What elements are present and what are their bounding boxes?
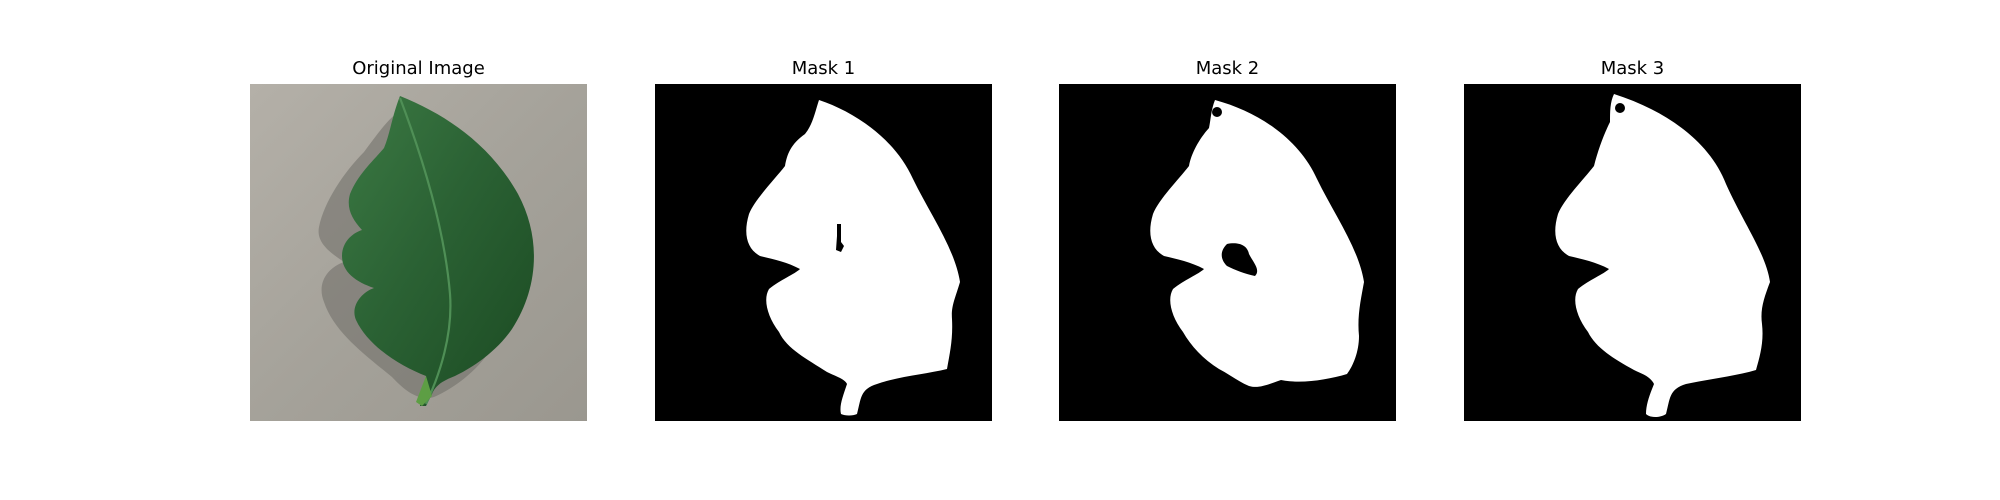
panel-title: Original Image [250, 58, 587, 79]
mask-2-panel: Mask 2 [1059, 0, 1396, 500]
mask-1-image [655, 84, 992, 421]
mask-2-image [1059, 84, 1396, 421]
original-image [250, 84, 587, 421]
original-image-panel: Original Image [250, 0, 587, 500]
panel-title: Mask 3 [1464, 58, 1801, 79]
panel-title: Mask 2 [1059, 58, 1396, 79]
panel-title: Mask 1 [655, 58, 992, 79]
mask-3-image [1464, 84, 1801, 421]
mask-3-panel: Mask 3 [1464, 0, 1801, 500]
mask-1-panel: Mask 1 [655, 0, 992, 500]
